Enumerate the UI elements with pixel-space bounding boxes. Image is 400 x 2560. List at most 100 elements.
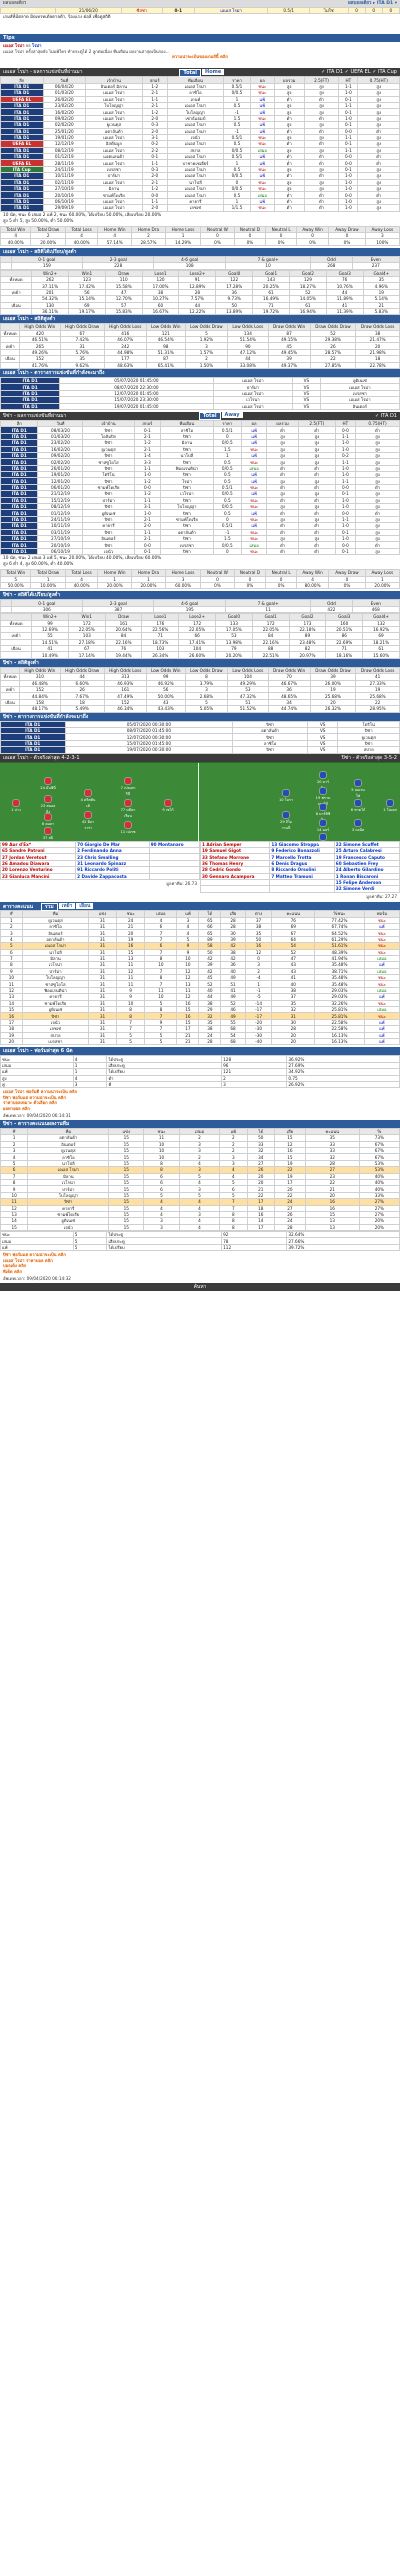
player-marker[interactable]: 37 สปินาซโซ่ xyxy=(40,826,56,847)
player-marker[interactable]: 11 เปเรซ xyxy=(120,820,136,835)
home-team[interactable]: อูดิเนเซ่ xyxy=(82,509,135,517)
table-cell[interactable]: 0-1 xyxy=(133,547,162,556)
player-marker[interactable]: 1 ปาว xyxy=(8,798,24,813)
fixture-cell[interactable]: ปิซ่า xyxy=(232,746,309,754)
team-name[interactable]: ซามพ์โดเรีย xyxy=(27,1210,110,1219)
team-name[interactable]: อูดิเนเซ่ xyxy=(27,1217,110,1225)
standings-row[interactable]: 7 มิลาน 31 13 8 10 42 42 0 47 41.94% เสมอ xyxy=(0,954,400,963)
team-name[interactable]: ยูเวนตุส xyxy=(21,916,90,924)
form-table-row[interactable]: 11 ปิซ่า 15 4 4 7 17 24 16 27% xyxy=(0,1198,400,1206)
standings-row[interactable]: 19 สปาล 31 5 5 21 24 54 -30 20 16.13% แพ้ xyxy=(0,1031,400,1040)
tab-standings-away[interactable]: เยือน xyxy=(76,903,94,910)
fixture-cell[interactable]: เอเอส โรม่า xyxy=(319,383,400,391)
form-table-row[interactable]: 9 ปาร์ม่า 15 6 3 6 21 20 21 40% xyxy=(0,1185,400,1193)
form-table-row[interactable]: 8 เวโรน่า 15 6 4 5 20 17 22 40% xyxy=(0,1178,400,1187)
fixture-row[interactable]: ITA D1 15/07/2020 23:30:00 เวโรนา VS เอเอส โ… xyxy=(0,396,400,404)
away-team[interactable]: เลชเช่ xyxy=(166,204,225,212)
player-marker[interactable]: 7 เซ็ปปี้ xyxy=(315,832,331,847)
fixture-row[interactable]: ITA D1 19/07/2020 00:30:00 ปิซ่า VS สปาล xyxy=(0,746,400,754)
away-team[interactable]: โบโลญญ่า xyxy=(166,108,225,116)
team-name[interactable]: อินเตอร์ xyxy=(27,1140,110,1149)
home-team[interactable]: ปิซ่า xyxy=(82,490,135,498)
fixture-cell[interactable]: เวโรนา xyxy=(212,396,293,404)
fixture-cell[interactable]: เอเอส โรม่า xyxy=(212,376,293,385)
form-table-row[interactable]: 2 อินเตอร์ 15 10 3 2 33 12 33 67% xyxy=(0,1140,400,1149)
league-select[interactable]: ผลบอลเดี่ยว ▸ ITA D1 ▾ xyxy=(348,1,397,6)
tip-link[interactable]: ผลทายผล คลิก xyxy=(3,1105,30,1111)
form-table-row[interactable]: 3 ยูเวนตุส 15 10 3 2 32 16 33 67% xyxy=(0,1146,400,1155)
away-team[interactable]: ปิซ่า xyxy=(160,547,214,556)
team-name[interactable]: นาโปลี xyxy=(27,1159,110,1168)
form-table-row[interactable]: 14 อูดิเนเซ่ 15 3 4 8 14 24 13 20% xyxy=(0,1217,400,1225)
form-table-row[interactable]: 4 ลาซิโอ 15 10 2 3 34 15 32 67% xyxy=(0,1153,400,1161)
fixture-row[interactable]: ITA D1 19/07/2020 01:45:00 เอเอส โรม่า VS อิ… xyxy=(0,402,400,411)
player-marker[interactable]: 77 มคิตาเรียน xyxy=(120,798,136,819)
home-team[interactable]: ปาร์ม่า xyxy=(82,496,135,505)
away-team[interactable]: เอเอส โรม่า xyxy=(166,82,225,91)
player-link[interactable]: 23 Gianluca Mancini xyxy=(0,872,77,880)
standings-row[interactable]: 11 ซาสซูโอโล่ 31 11 7 13 52 51 1 40 35.48% ชนะ xyxy=(0,980,400,988)
player-marker[interactable]: 6 ซาคโก้ xyxy=(350,798,366,813)
form-table-row[interactable]: 13 ซามพ์โดเรีย 15 4 3 8 16 26 15 27% xyxy=(0,1210,400,1219)
form-table-row[interactable]: 6 เอเอส โรม่า 15 8 3 4 26 22 27 53% xyxy=(0,1166,400,1174)
standings-row[interactable]: 20 เบรสชา 31 5 5 21 28 68 -40 20 16.13% แพ้ xyxy=(0,1037,400,1046)
team-name[interactable]: อตาลันต้า xyxy=(27,1134,110,1142)
tip-link[interactable]: ปิซ่า ฟอร์มแย่ ความน่าจะเป็น คลิก xyxy=(3,1252,66,1258)
fixture-cell[interactable]: สปาล xyxy=(337,746,400,754)
team-name[interactable]: ยูเวนตุส xyxy=(27,1146,110,1155)
home-team[interactable]: ซาสซูโอโล่ xyxy=(82,458,135,466)
score-away[interactable]: เอเอส โรม่า xyxy=(193,6,269,15)
tip-link[interactable]: เอเอส โรม่า ราคาบอล คลิก xyxy=(3,1257,53,1263)
tip-link[interactable]: เอเอส โรม่า ฟอร์มดี ความน่าจะเป็น คลิก xyxy=(3,1089,78,1095)
fixture-row[interactable]: ITA D1 08/07/2020 22:30:00 ปาร์ม่า VS เอเอส … xyxy=(0,383,400,391)
tip-link[interactable]: ราคาบอลเหมาะ ตัวเลือก คลิก xyxy=(3,1100,57,1106)
tips-away[interactable]: โรม่า xyxy=(31,43,42,49)
form-table-row[interactable]: 10 โบโลญญ่า 15 5 5 5 22 22 20 33% xyxy=(0,1191,400,1200)
fixture-cell[interactable]: เบรสชา xyxy=(319,389,400,398)
player-link[interactable] xyxy=(199,885,271,893)
team-name[interactable]: เลชเช่ xyxy=(21,1025,90,1033)
team-name[interactable]: สปาล xyxy=(21,1031,90,1040)
standings-row[interactable]: 14 ซามพ์โดเรีย 31 10 5 16 38 52 -14 35 32.26% ชนะ xyxy=(0,999,400,1008)
home-team[interactable]: โอลิมปิก xyxy=(82,432,135,441)
fixture-cell[interactable]: เอเอส โรม่า xyxy=(212,402,293,411)
away-team[interactable]: เซาธ์แธมป์ xyxy=(166,114,225,123)
section1-filter[interactable]: ✓ ITA D1 ✓ UEFA EL ✓ ITA Cup xyxy=(321,69,397,76)
standings-row[interactable]: 18 เลชเช่ 31 7 7 17 38 68 -30 28 22.58% แพ้ xyxy=(0,1025,400,1033)
team-name[interactable]: ซาสซูโอโล่ xyxy=(21,980,90,988)
team-name[interactable]: คายารี่ xyxy=(27,1204,110,1212)
player-link[interactable] xyxy=(269,885,335,893)
home-team[interactable]: ปิซ่า xyxy=(82,426,135,434)
home-team[interactable]: ปิซ่า xyxy=(82,451,135,460)
fixture-cell[interactable]: เอเอส โรม่า xyxy=(212,389,293,398)
home-team[interactable]: เอเอส โรม่า xyxy=(84,204,143,212)
player-marker[interactable]: 1 โนเลส xyxy=(382,798,398,813)
player-marker[interactable]: 10 โมรา xyxy=(278,788,294,803)
player-link[interactable]: 2 Davide Zappacosta xyxy=(75,872,150,880)
away-team[interactable]: ลาซิโอ xyxy=(166,89,225,97)
player-marker[interactable]: 7 เปลเลกรินี xyxy=(120,776,136,797)
player-marker[interactable]: 5 ลอเรนโซ่ xyxy=(350,778,366,799)
fixture-cell[interactable]: อินเตอร์ xyxy=(319,402,400,411)
team-name[interactable]: เบรสชา xyxy=(21,1037,90,1046)
footer-search[interactable]: ค้นหา xyxy=(193,1283,207,1290)
team-name[interactable]: เวโรน่า xyxy=(27,1178,110,1187)
fixture-cell[interactable]: ยูเวนตุส xyxy=(337,733,400,741)
tab-total[interactable]: Total xyxy=(179,68,202,77)
fixture-cell[interactable]: เอเอส โรม่า xyxy=(319,396,400,404)
away-team[interactable]: เกนท์ xyxy=(166,95,225,103)
form-table-row[interactable]: 15 เจนัว 15 3 4 8 17 28 13 20% xyxy=(0,1223,400,1232)
player-marker[interactable]: 3 กอมิส xyxy=(350,818,366,833)
fixture-row[interactable]: ITA D1 05/07/2020 01:45:00 เอเอส โรม่า VS อู… xyxy=(0,376,400,385)
home-team[interactable]: โตริโน่ xyxy=(82,471,135,479)
player-marker[interactable]: 4 คริสตันเต้ xyxy=(80,788,96,809)
tab-away-2[interactable]: Away xyxy=(221,412,243,419)
team-name[interactable]: มิลาน xyxy=(27,1172,110,1180)
player-link[interactable] xyxy=(148,872,201,880)
score-home[interactable]: ซีสซ่า xyxy=(120,6,163,15)
player-marker[interactable]: 23 สมอลลิ่ง xyxy=(40,794,56,815)
team-name[interactable]: ลาซิโอ xyxy=(27,1153,110,1161)
away-team[interactable]: เอเอส โรม่า xyxy=(166,101,225,110)
home-team[interactable]: เจนัว xyxy=(82,547,135,556)
form-table-row[interactable]: 12 คายารี่ 15 4 4 7 18 27 16 27% xyxy=(0,1204,400,1212)
